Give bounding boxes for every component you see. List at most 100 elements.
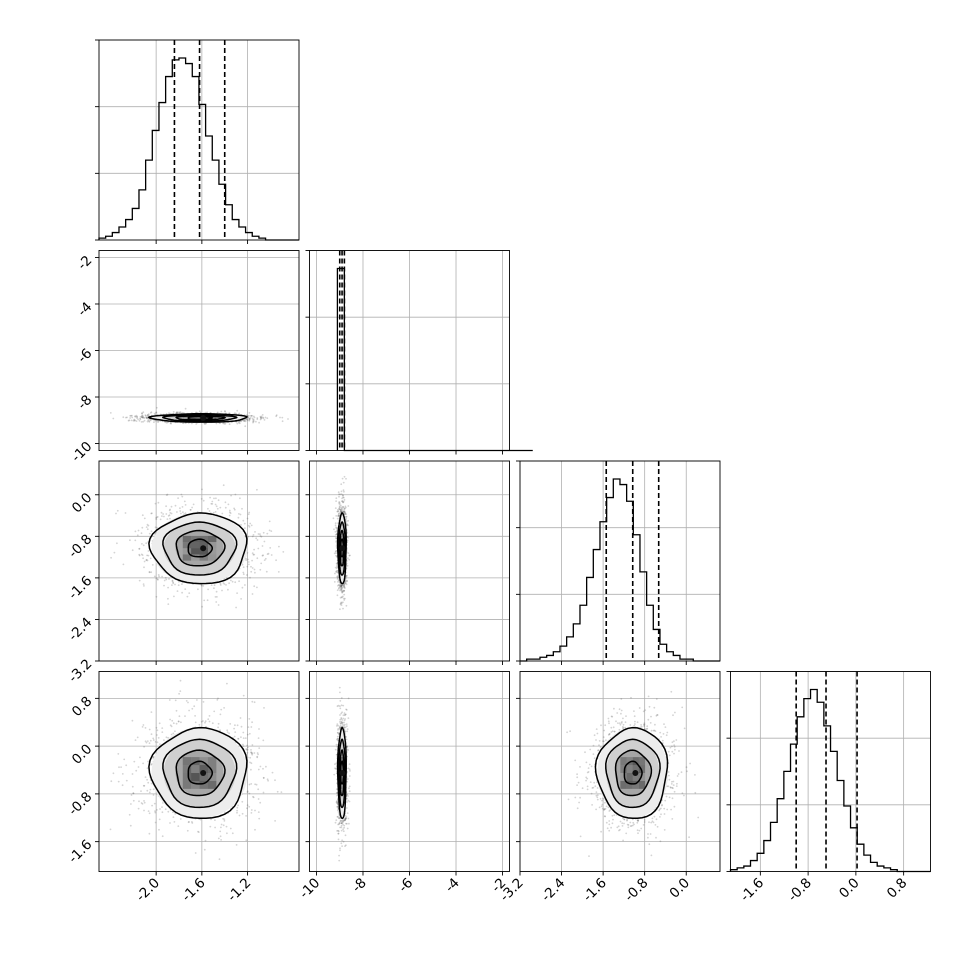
density-bin xyxy=(199,548,208,555)
sample-point xyxy=(253,416,256,419)
density-peak xyxy=(200,414,207,421)
sample-point xyxy=(128,813,131,816)
sample-point xyxy=(187,701,189,704)
sample-point xyxy=(150,530,153,533)
sample-point xyxy=(143,585,145,587)
sample-point xyxy=(161,515,163,517)
sample-point xyxy=(235,844,238,846)
sample-point xyxy=(250,524,253,527)
sample-point xyxy=(154,741,157,743)
sample-point xyxy=(146,420,149,423)
sample-point xyxy=(133,419,136,422)
sample-point xyxy=(116,509,119,512)
sample-point xyxy=(240,598,243,600)
sample-point xyxy=(155,518,158,521)
sample-point xyxy=(156,516,158,519)
sample-point xyxy=(217,499,220,502)
sample-point xyxy=(252,534,255,536)
sample-point xyxy=(340,590,343,593)
sample-point xyxy=(166,422,168,424)
sample-point xyxy=(140,421,143,423)
sample-point xyxy=(140,553,143,556)
sample-point xyxy=(251,535,254,538)
contour-line xyxy=(147,413,248,423)
sample-point xyxy=(343,586,345,588)
sample-point xyxy=(201,605,204,608)
sample-point xyxy=(176,411,178,414)
sample-point xyxy=(275,414,278,417)
sample-point xyxy=(252,420,255,423)
sample-point xyxy=(196,699,198,701)
sample-point xyxy=(194,715,197,717)
sample-point xyxy=(275,415,278,418)
sample-point xyxy=(180,493,183,496)
sample-point xyxy=(250,749,252,751)
sample-point xyxy=(336,575,339,578)
sample-point xyxy=(144,727,147,729)
sample-point xyxy=(247,535,250,538)
sample-point xyxy=(195,423,198,425)
sample-point xyxy=(281,420,284,423)
sample-point xyxy=(252,415,255,418)
sample-point xyxy=(138,579,141,582)
sample-point xyxy=(256,417,259,419)
sample-point xyxy=(251,414,254,417)
sample-point xyxy=(137,529,140,532)
sample-point xyxy=(218,858,221,861)
sample-point xyxy=(170,422,172,425)
sample-point xyxy=(168,514,171,516)
sample-point xyxy=(248,783,251,786)
sample-point xyxy=(151,564,154,566)
sample-point xyxy=(144,414,147,416)
sample-point xyxy=(254,531,256,533)
sample-point xyxy=(344,580,347,583)
sample-point xyxy=(338,586,340,589)
sample-point xyxy=(252,420,255,423)
sample-point xyxy=(340,509,342,511)
sample-point xyxy=(345,515,347,518)
sample-point xyxy=(202,701,205,703)
sample-point xyxy=(336,562,339,565)
sample-point xyxy=(253,701,256,704)
sample-point xyxy=(246,748,249,751)
density-peak xyxy=(339,545,346,552)
sample-point xyxy=(246,791,249,793)
sample-point xyxy=(340,604,343,606)
sample-point xyxy=(339,583,342,586)
sample-point xyxy=(346,524,348,527)
sample-point xyxy=(339,589,341,592)
sample-point xyxy=(342,590,344,593)
sample-point xyxy=(335,570,337,573)
sample-point xyxy=(278,545,280,548)
sample-point xyxy=(230,579,232,582)
sample-point xyxy=(244,527,246,529)
sample-point xyxy=(184,504,187,506)
sample-point xyxy=(344,577,347,580)
sample-point xyxy=(154,419,157,422)
sample-point xyxy=(219,835,222,838)
sample-point xyxy=(251,753,254,756)
sample-point xyxy=(343,590,345,592)
sample-point xyxy=(130,415,133,417)
density-bin xyxy=(342,535,345,543)
sample-point xyxy=(347,519,350,522)
sample-point xyxy=(336,578,339,580)
panel-content xyxy=(99,461,299,661)
sample-point xyxy=(345,515,348,518)
sample-point xyxy=(229,827,232,830)
sample-point xyxy=(339,587,342,590)
sample-point xyxy=(181,583,183,585)
sample-point xyxy=(345,517,348,520)
sample-point xyxy=(242,566,245,569)
sample-point xyxy=(242,419,245,422)
sample-point xyxy=(139,416,142,418)
histogram-panel-2 xyxy=(516,460,721,665)
sample-point xyxy=(145,559,148,562)
sample-point xyxy=(257,533,260,535)
sample-point xyxy=(139,418,142,420)
sample-point xyxy=(336,564,339,567)
sample-point xyxy=(136,534,139,537)
sample-point xyxy=(217,726,220,729)
sample-point xyxy=(347,505,350,507)
sample-point xyxy=(227,503,230,506)
